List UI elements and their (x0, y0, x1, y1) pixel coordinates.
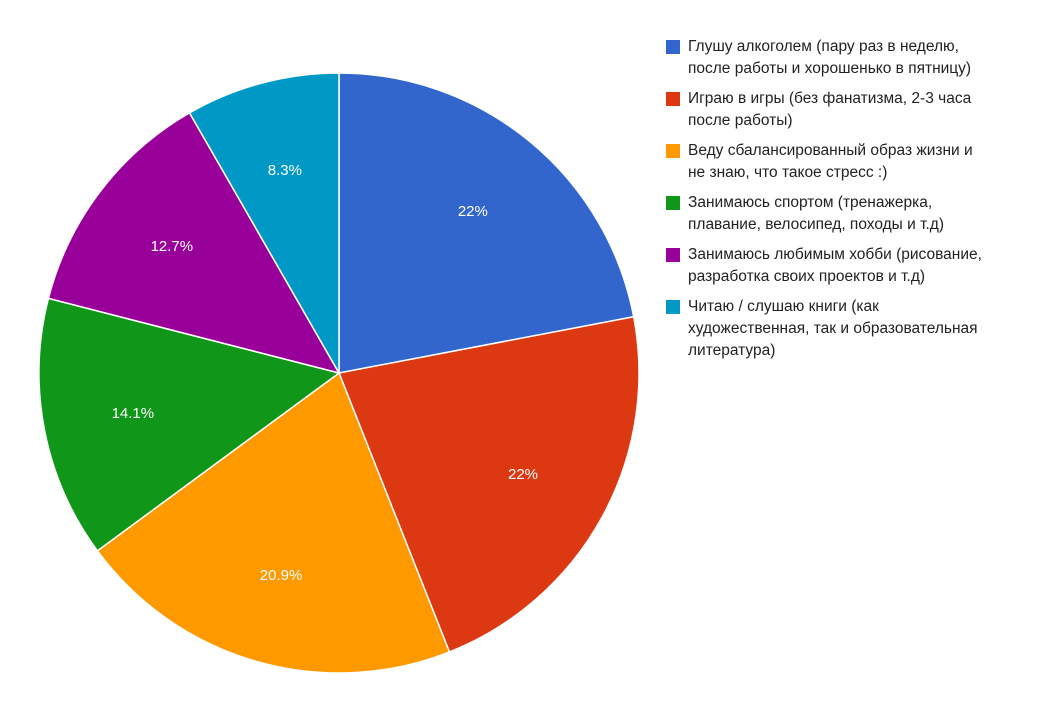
pie-slice-6 (188, 72, 340, 376)
legend-swatch (666, 40, 680, 54)
slice-label-2: 22% (508, 466, 538, 483)
slice-label-1: 22% (458, 203, 488, 220)
legend-swatch (666, 144, 680, 158)
legend-item-4: Занимаюсь спортом (тренажерка, плавание,… (666, 192, 1036, 236)
legend-label: Веду сбалансированный образ жизни и не з… (688, 142, 973, 181)
slice-label-6: 8.3% (268, 162, 302, 179)
legend: Глушу алкоголем (пару раз в неделю, посл… (666, 36, 1036, 370)
legend-item-6: Читаю / слушаю книги (как художественная… (666, 296, 1036, 362)
legend-item-3: Веду сбалансированный образ жизни и не з… (666, 140, 1036, 184)
legend-label: Занимаюсь спортом (тренажерка, плавание,… (688, 194, 944, 233)
legend-label: Играю в игры (без фанатизма, 2-3 часа по… (688, 90, 972, 129)
legend-swatch (666, 248, 680, 262)
legend-swatch (666, 92, 680, 106)
slice-label-5: 12.7% (151, 238, 194, 255)
legend-item-1: Глушу алкоголем (пару раз в неделю, посл… (666, 36, 1036, 80)
slice-label-4: 14.1% (112, 405, 155, 422)
pie-slice-1 (338, 72, 635, 374)
pie-slice-2 (337, 315, 640, 653)
pie-slice-4 (38, 297, 341, 552)
slice-label-3: 20.9% (260, 567, 303, 584)
legend-swatch (666, 300, 680, 314)
legend-label: Читаю / слушаю книги (как художественная… (688, 298, 978, 359)
pie-slice-5 (47, 111, 341, 375)
legend-label: Занимаюсь любимым хобби (рисование, разр… (688, 246, 982, 285)
legend-item-2: Играю в игры (без фанатизма, 2-3 часа по… (666, 88, 1036, 132)
legend-label: Глушу алкоголем (пару раз в неделю, посл… (688, 38, 972, 77)
legend-item-5: Занимаюсь любимым хобби (рисование, разр… (666, 244, 1036, 288)
legend-swatch (666, 196, 680, 210)
pie-slice-3 (96, 371, 451, 674)
